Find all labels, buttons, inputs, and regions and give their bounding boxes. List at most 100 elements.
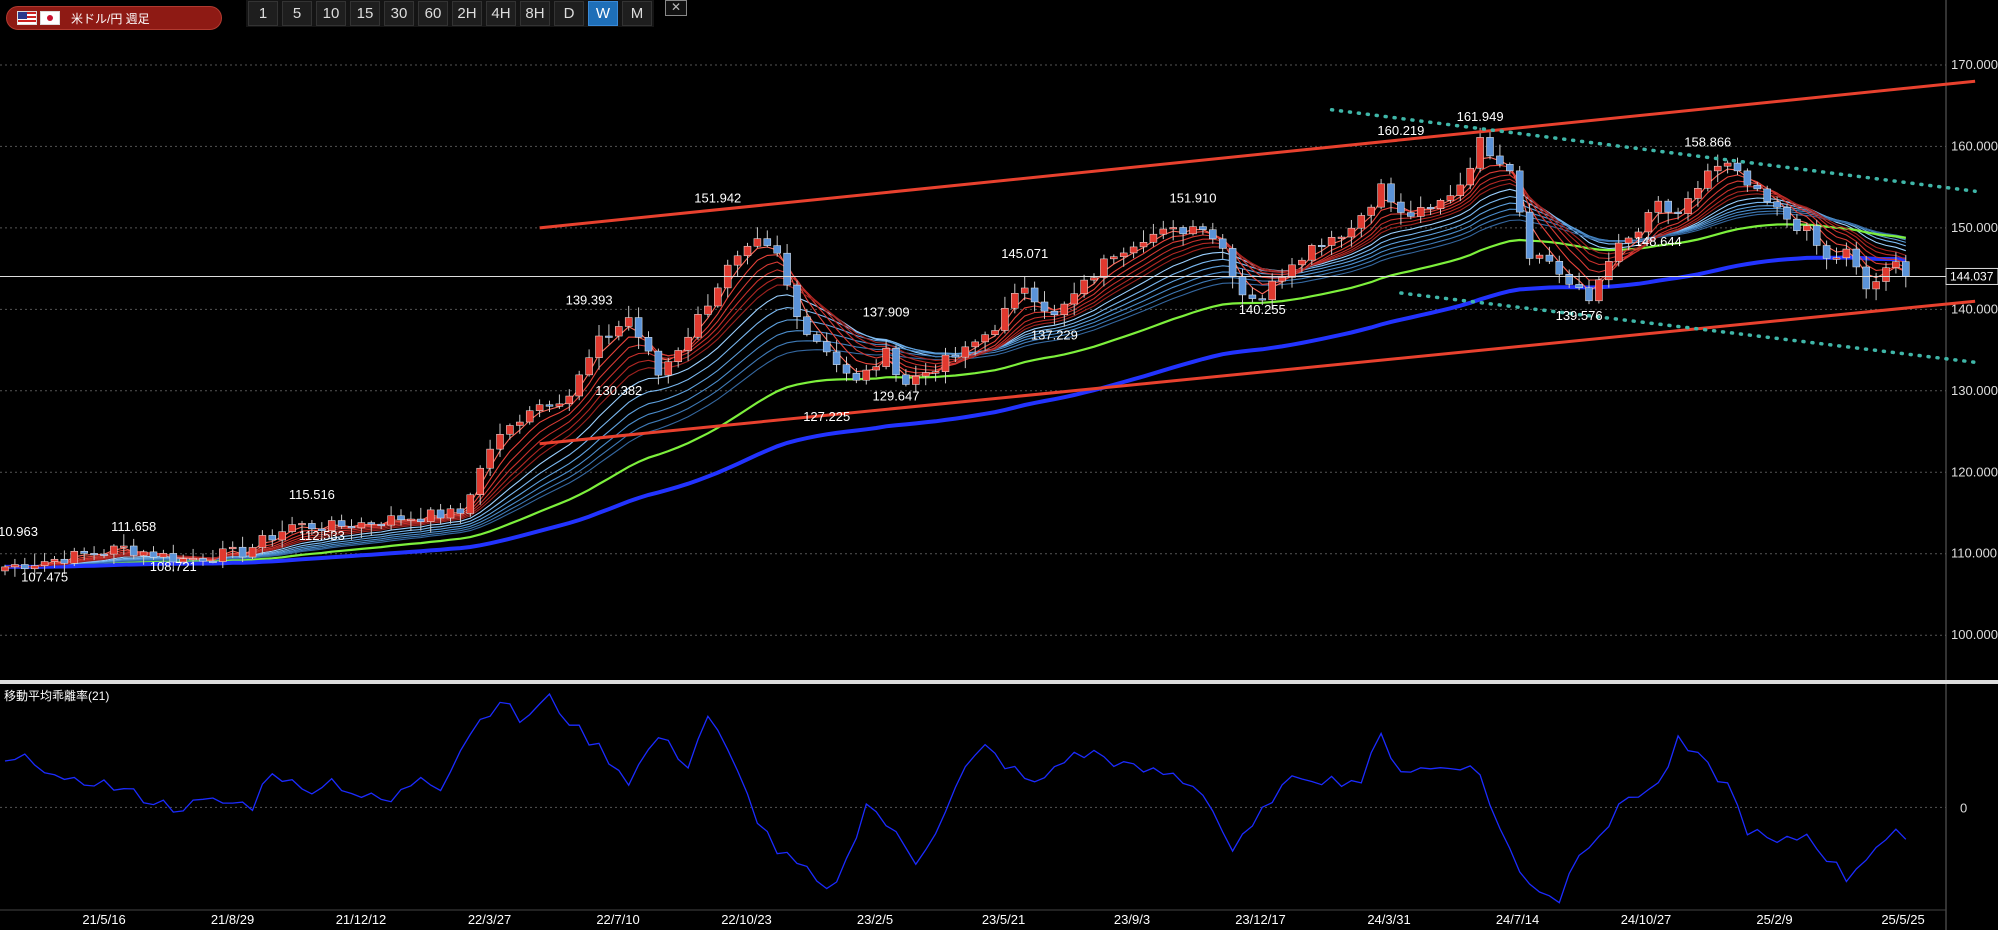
candle xyxy=(1367,206,1375,216)
candles xyxy=(1,127,1910,577)
y-tick-label: 110.000 xyxy=(1951,546,1997,561)
candle xyxy=(159,553,168,558)
x-tick-label: 24/3/31 xyxy=(1367,912,1410,927)
x-tick-label: 24/10/27 xyxy=(1621,912,1672,927)
candle xyxy=(1337,236,1346,239)
candle xyxy=(615,326,623,337)
timeframe-button-m[interactable]: M xyxy=(622,1,652,26)
timeframe-button-d[interactable]: D xyxy=(554,1,584,26)
candle xyxy=(1506,164,1514,172)
timeframe-button-4h[interactable]: 4H xyxy=(486,1,516,26)
ma-line-blue xyxy=(4,255,1906,569)
candle xyxy=(1268,280,1276,301)
candle xyxy=(110,545,118,555)
candle xyxy=(209,560,217,563)
x-tick-label: 24/7/14 xyxy=(1496,912,1539,927)
candle xyxy=(1001,307,1009,331)
candle xyxy=(228,546,237,550)
timeframe-button-1[interactable]: 1 xyxy=(248,1,278,26)
candle xyxy=(793,284,801,318)
candle xyxy=(318,528,326,531)
candle xyxy=(90,553,98,556)
candle xyxy=(654,350,663,376)
candle xyxy=(120,545,128,548)
price-annotation: 161.949 xyxy=(1457,109,1504,124)
candle xyxy=(872,366,880,371)
y-tick-label: 140.000 xyxy=(1951,301,1998,316)
candle xyxy=(238,546,247,558)
x-tick-label: 25/5/25 xyxy=(1881,912,1924,927)
candle xyxy=(179,558,187,563)
price-gridlines xyxy=(0,64,1946,636)
symbol-selector[interactable]: 米ドル/円 週足 xyxy=(6,6,222,30)
timeframe-button-w[interactable]: W xyxy=(588,1,618,26)
candle xyxy=(1892,261,1900,268)
candle xyxy=(535,404,544,411)
candle xyxy=(298,523,306,526)
x-tick-label: 21/5/16 xyxy=(82,912,125,927)
candle xyxy=(773,245,781,254)
dotted-trendline xyxy=(1399,291,1977,365)
close-icon[interactable]: ✕ xyxy=(665,0,687,16)
candle xyxy=(624,317,633,327)
price-annotation: 130.382 xyxy=(595,383,642,398)
candle xyxy=(1466,167,1474,186)
candle xyxy=(862,369,871,381)
us-flag-icon xyxy=(17,11,37,25)
candle xyxy=(1525,211,1534,259)
candle xyxy=(219,548,227,562)
candle xyxy=(426,509,435,522)
candle xyxy=(1416,207,1425,217)
candle xyxy=(1456,184,1465,196)
price-annotation: 139.576 xyxy=(1556,308,1603,323)
candle xyxy=(1634,231,1643,239)
candle xyxy=(436,509,445,519)
price-annotation: 151.910 xyxy=(1170,191,1217,206)
candle xyxy=(476,467,484,495)
timeframe-button-15[interactable]: 15 xyxy=(350,1,380,26)
candle xyxy=(1773,201,1781,208)
candle xyxy=(1149,233,1158,243)
candle xyxy=(288,524,296,532)
timeframe-button-2h[interactable]: 2H xyxy=(452,1,482,26)
timeframe-button-5[interactable]: 5 xyxy=(282,1,312,26)
candle xyxy=(1397,201,1405,213)
candle xyxy=(1169,227,1177,230)
candle xyxy=(11,564,19,568)
candle xyxy=(1060,303,1069,316)
candle xyxy=(644,337,653,352)
candle xyxy=(1515,170,1524,213)
candle xyxy=(377,523,385,526)
candle xyxy=(1862,266,1870,290)
candle xyxy=(1436,200,1445,210)
candle xyxy=(921,372,930,377)
y-tick-label: 120.000 xyxy=(1951,464,1998,479)
candle xyxy=(268,535,277,541)
candle xyxy=(704,305,712,315)
candle xyxy=(1288,264,1296,278)
timeframe-button-30[interactable]: 30 xyxy=(384,1,414,26)
timeframe-button-8h[interactable]: 8H xyxy=(520,1,550,26)
timeframe-button-60[interactable]: 60 xyxy=(418,1,448,26)
candle xyxy=(1545,254,1554,262)
candle xyxy=(941,354,950,372)
candle xyxy=(714,287,722,307)
candle xyxy=(1496,155,1504,165)
candle xyxy=(1852,248,1861,268)
candle xyxy=(1902,261,1910,277)
candle xyxy=(1258,298,1267,301)
timeframe-button-10[interactable]: 10 xyxy=(316,1,346,26)
candle xyxy=(991,330,999,335)
candle xyxy=(1387,183,1395,203)
candle xyxy=(1278,277,1286,282)
candle xyxy=(813,334,821,342)
candle xyxy=(694,314,702,338)
candle xyxy=(1090,277,1098,281)
candle xyxy=(634,317,643,338)
candle xyxy=(674,350,682,362)
price-annotation: 160.219 xyxy=(1377,123,1424,138)
candle xyxy=(1565,274,1573,285)
candle xyxy=(199,558,207,562)
candle xyxy=(1317,245,1326,248)
